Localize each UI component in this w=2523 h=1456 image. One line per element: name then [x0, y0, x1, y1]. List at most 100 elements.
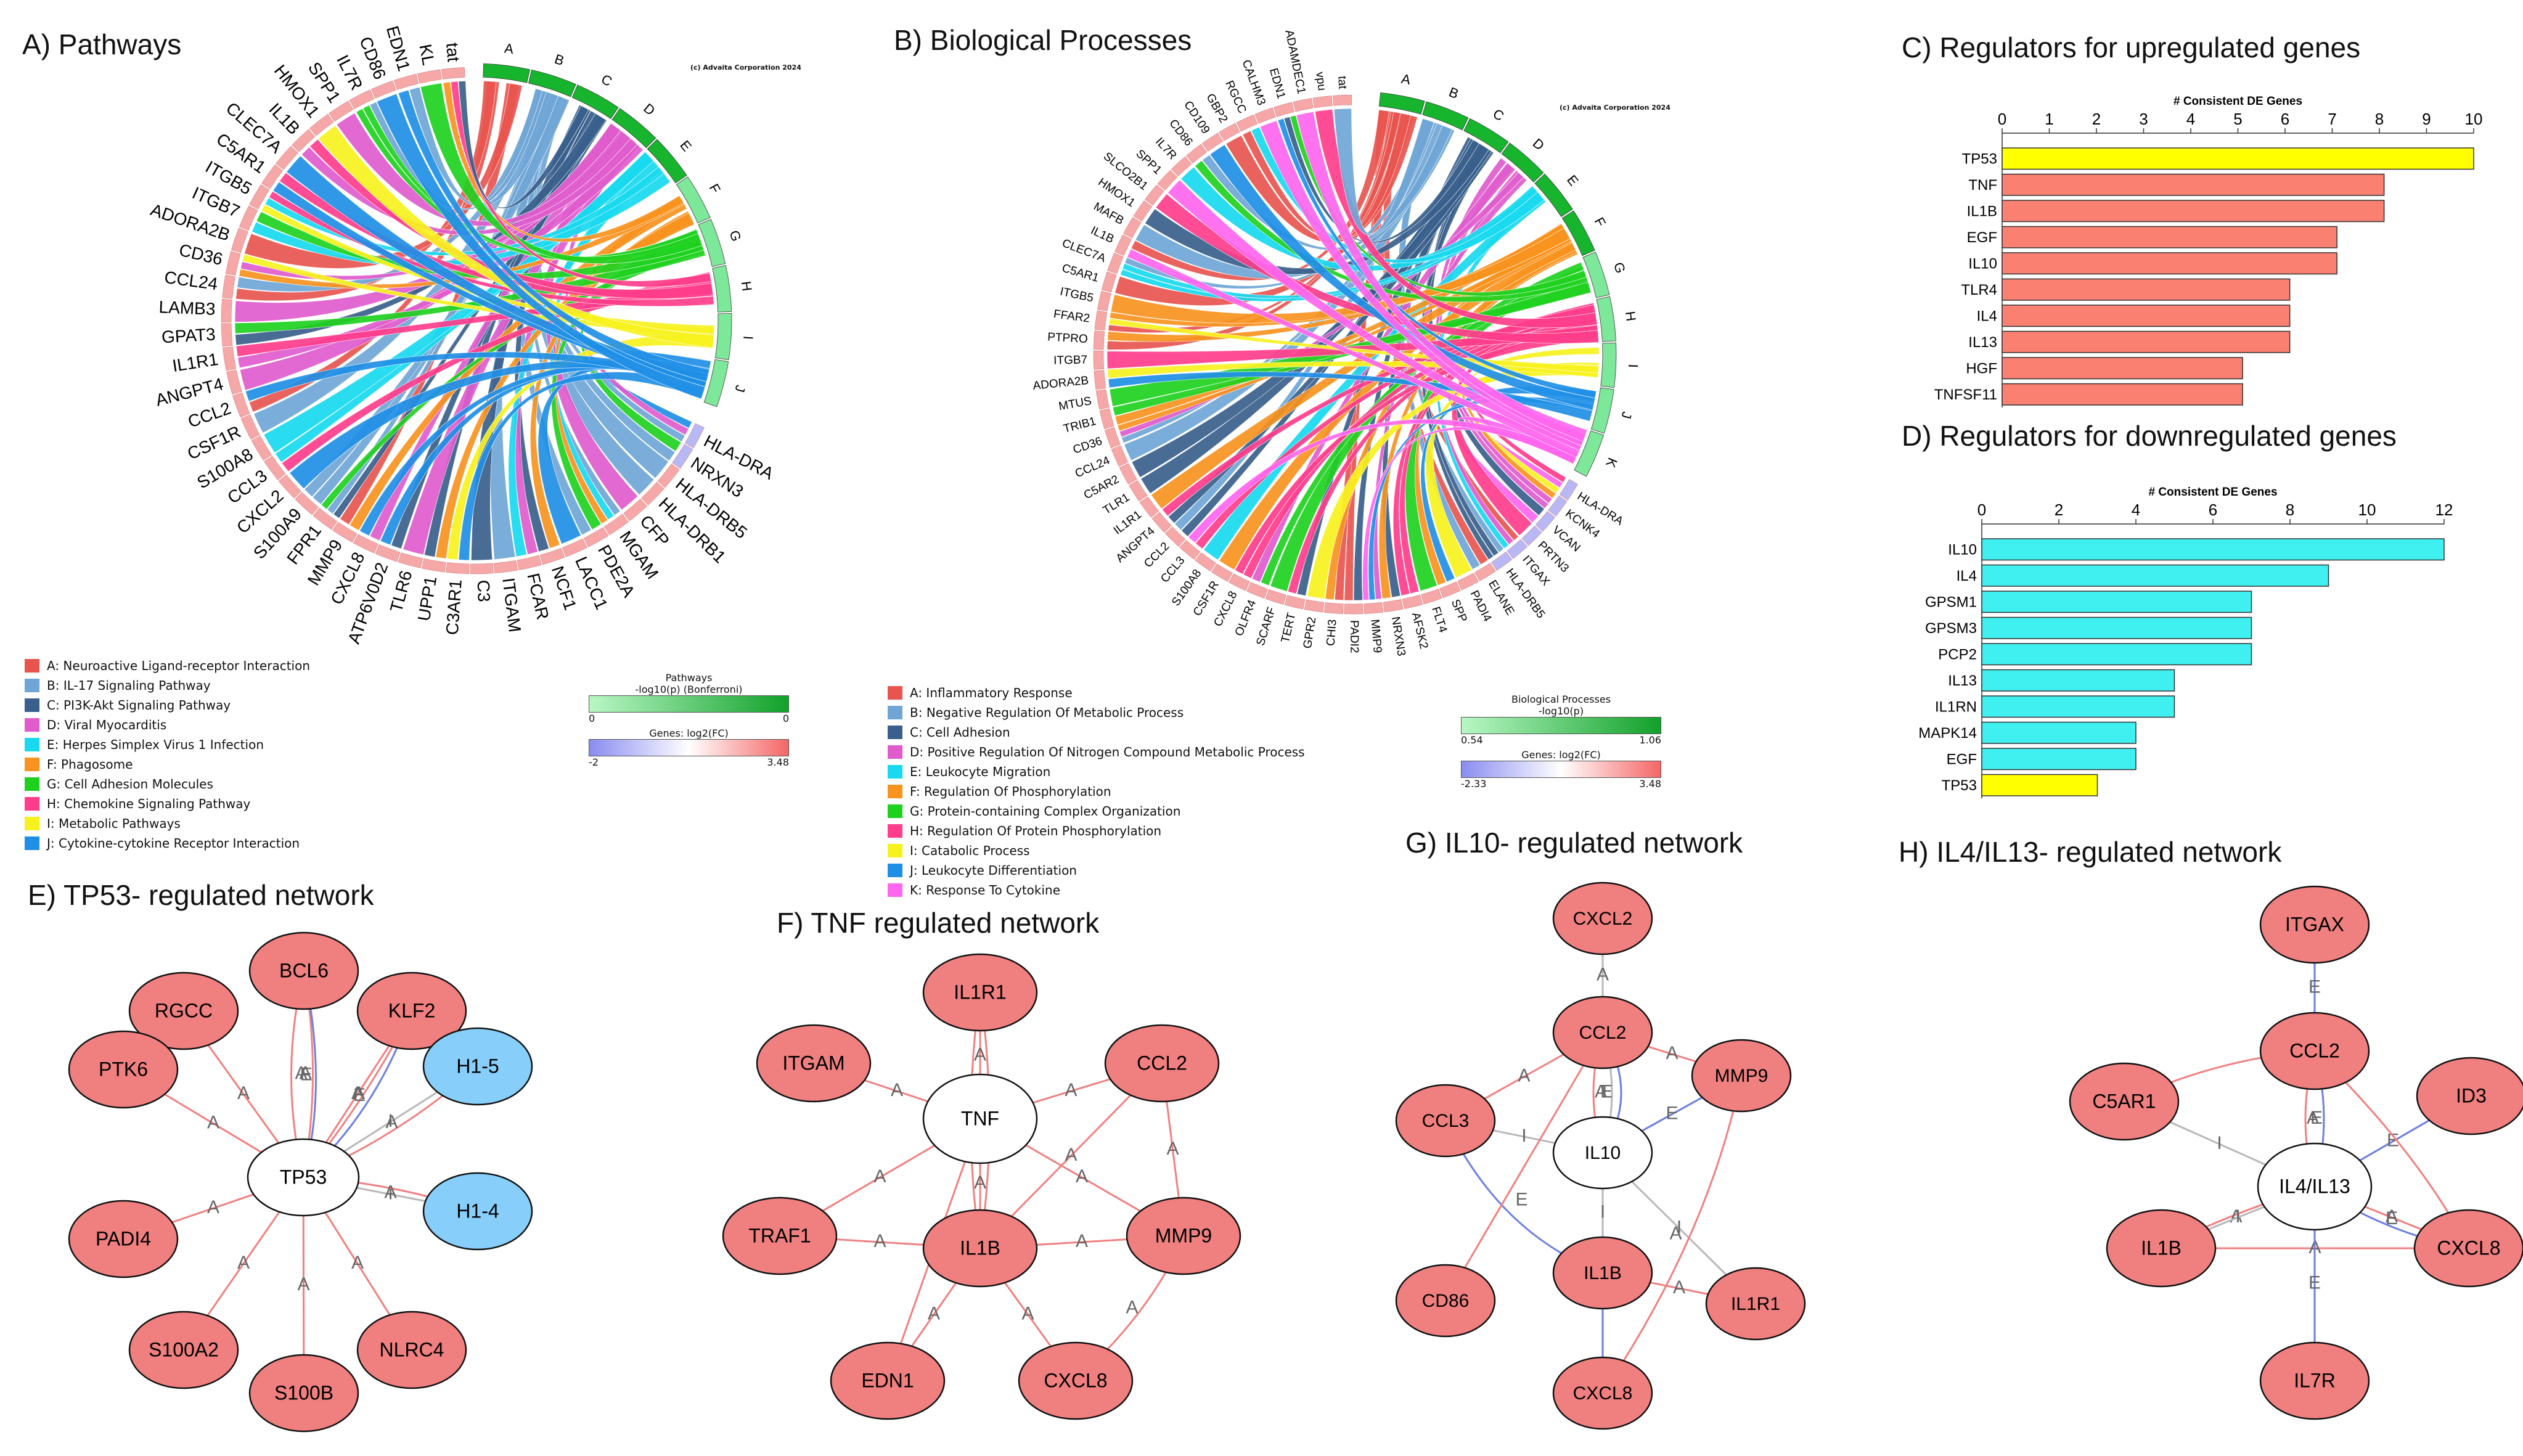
edge-label: A [384, 1182, 396, 1202]
category-arc [1561, 210, 1595, 256]
gene-arc [1457, 573, 1479, 591]
tick-label: 4 [2186, 110, 2195, 128]
tick-label: 0 [1998, 110, 2006, 128]
category-label: IL4 [1977, 308, 1997, 324]
legend-label: C: PI3K-Akt Signaling Pathway [47, 698, 231, 713]
network-node [2259, 1341, 2370, 1420]
gene-label: CHI3 [1325, 619, 1339, 647]
gene-arc [221, 323, 233, 347]
category-label: D [640, 100, 658, 118]
gene-arc [239, 205, 258, 231]
gene-arc [370, 80, 396, 99]
category-label: IL10 [1968, 255, 1997, 272]
legend-item: H: Chemokine Signaling Pathway [25, 794, 310, 814]
gene-arc [1139, 496, 1159, 518]
category-label: IL13 [1948, 673, 1977, 689]
edge-label: A [207, 1112, 219, 1132]
colorbar-fc [1461, 761, 1661, 778]
gene-label: CCL3 [1158, 554, 1187, 586]
network-node [1126, 1196, 1241, 1275]
panel-b-title: B) Biological Processes [894, 24, 1192, 56]
bar [2002, 252, 2337, 275]
swatch [25, 718, 39, 732]
category-arc [1501, 142, 1544, 182]
legend-item: J: Leukocyte Differentiation [888, 861, 1305, 880]
edge-label: E [2308, 1272, 2321, 1293]
category-arc [528, 69, 576, 97]
bar [2002, 305, 2291, 327]
gene-arc [1133, 200, 1153, 222]
colorbar-green [589, 695, 789, 713]
gene-label: FLT4 [1429, 605, 1449, 635]
legend-label: I: Metabolic Pathways [47, 816, 181, 831]
panel-f-title: F) TNF regulated network [777, 907, 1100, 939]
tick-label: 12 [2435, 501, 2453, 519]
panel-e-title: E) TP53- regulated network [28, 879, 374, 911]
swatch [888, 883, 902, 897]
center-label: TNF [961, 1107, 999, 1129]
category-label: E [677, 137, 695, 154]
swatch [25, 817, 39, 830]
gene-arc [1304, 599, 1325, 613]
gene-arc [684, 423, 705, 449]
category-label: TNF [1968, 177, 1997, 194]
gene-arc [1093, 330, 1105, 350]
category-arc [703, 359, 729, 407]
node-label: IL7R [2294, 1369, 2336, 1391]
gene-arc [353, 534, 378, 554]
network-center-node [1552, 1116, 1653, 1190]
gene-arc [1246, 582, 1268, 599]
colorbar-fc [589, 739, 789, 756]
bar [1981, 564, 2329, 587]
bar [2002, 383, 2243, 406]
category-label: F [706, 181, 723, 196]
gene-arc [261, 164, 284, 189]
gene-label: EDN1 [1267, 67, 1288, 100]
category-label: B [1447, 84, 1461, 102]
swatch [888, 686, 902, 700]
category-arc [1378, 92, 1425, 115]
edge-label: E [2387, 1130, 2399, 1150]
gene-label: CCL24 [163, 268, 219, 294]
edge-label: A [1673, 1277, 1685, 1298]
gene-arc [1105, 427, 1121, 448]
tick-label: 2 [2092, 110, 2101, 128]
gene-label: C3AR1 [443, 579, 465, 636]
gene-label: C3 [474, 579, 494, 602]
bar [2002, 200, 2385, 223]
swatch [25, 659, 39, 673]
gene-arc [1236, 114, 1258, 132]
gene-label: PADI4 [1468, 589, 1494, 624]
gene-arc [1383, 599, 1404, 613]
gene-label: EDN1 [383, 24, 414, 73]
category-label: C [1490, 105, 1507, 124]
swatch [25, 777, 39, 791]
legend-pathways: A: Neuroactive Ligand-receptor Interacti… [25, 656, 310, 853]
legend-label: G: Cell Adhesion Molecules [47, 777, 213, 791]
gene-arc [1324, 602, 1344, 614]
tick-label: 10 [2358, 501, 2376, 519]
chord-b-credit: (c) Advaita Corporation 2024 [1560, 104, 1670, 112]
gene-label: TERT [1279, 611, 1299, 644]
panel-g-title: G) IL10- regulated network [1405, 827, 1743, 859]
gene-label: ITGB5 [1059, 285, 1095, 305]
category-label: EGF [1967, 229, 1997, 246]
edge-label: A [2307, 1108, 2319, 1128]
gene-arc [1284, 595, 1306, 610]
swatch [888, 745, 902, 759]
colorbar-title: Biological Processes [1511, 693, 1611, 705]
edge-label: E [2386, 1208, 2398, 1229]
bar-chart-downregulated: # Consistent DE Genes 0 2 4 6 8 10 12 IL10 IL4 GPS… [1918, 486, 2453, 798]
node-label: MMP9 [1715, 1066, 1769, 1086]
bar [1981, 721, 2137, 744]
legend-label: A: Inflammatory Response [910, 685, 1073, 700]
bar-chart-upregulated: # Consistent DE Genes 0 1 2 3 4 5 6 7 8 9 10 TP53 TNF… [1934, 95, 2482, 407]
swatch [888, 864, 902, 877]
chord-diagram-pathways: ABCDEFGHIJHLA-DRANRXN3HLA-DRB5HLA-DRB1CF… [149, 24, 777, 647]
bar [2002, 278, 2291, 301]
category-arc [1600, 342, 1617, 388]
swatch [888, 726, 902, 739]
legend-item: J: Cytokine-cytokine Receptor Interactio… [25, 833, 310, 853]
category-arc [1590, 387, 1614, 434]
